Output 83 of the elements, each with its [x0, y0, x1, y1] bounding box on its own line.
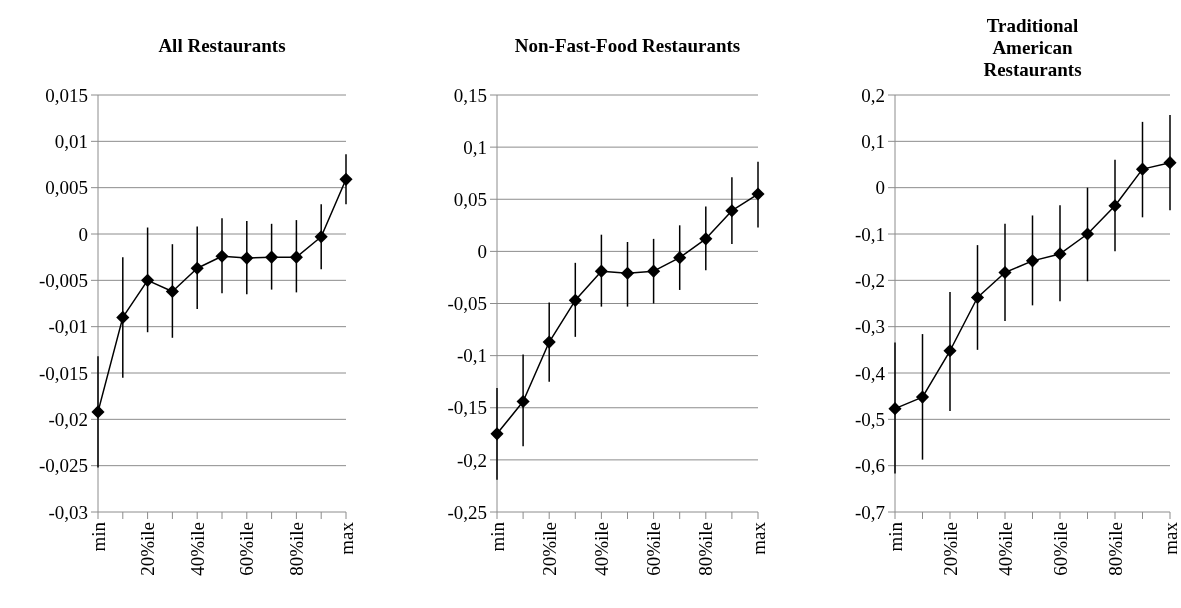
point — [1025, 254, 1040, 268]
point — [339, 172, 353, 186]
x-tick-label: 80%ile — [695, 522, 717, 576]
x-tick-label: 20%ile — [939, 522, 961, 576]
y-tick-label: -0,2 — [854, 269, 885, 291]
y-tick-label: -0,2 — [456, 449, 487, 471]
y-tick-label: -0,025 — [38, 455, 88, 477]
x-tick-label: 60%ile — [1049, 522, 1071, 576]
y-tick-label: 0,15 — [453, 84, 487, 106]
point — [943, 344, 957, 358]
x-tick-label: 20%ile — [137, 522, 159, 576]
point — [490, 427, 504, 441]
y-tick-label: 0,2 — [861, 84, 885, 106]
y-tick-label: -0,5 — [854, 408, 885, 430]
x-tick-label: 20%ile — [538, 522, 560, 576]
x-tick-label: max — [747, 521, 769, 555]
point — [751, 187, 765, 201]
y-tick-label: -0,02 — [48, 408, 88, 430]
point — [915, 390, 930, 404]
chart-title: Non-Fast-Food Restaurants — [514, 35, 741, 56]
point — [314, 230, 328, 244]
point — [165, 284, 179, 299]
y-tick-label: 0 — [78, 223, 88, 245]
y-tick-label: 0,01 — [54, 130, 88, 152]
point — [620, 266, 635, 280]
y-tick-label: -0,015 — [38, 362, 88, 384]
point — [1080, 227, 1095, 241]
y-tick-label: 0,1 — [861, 130, 885, 152]
y-tick-label: -0,05 — [447, 293, 487, 315]
point — [970, 290, 985, 305]
point — [888, 402, 902, 416]
point — [647, 264, 661, 278]
x-tick-label: max — [1159, 521, 1181, 555]
point — [594, 264, 608, 278]
point — [1135, 162, 1150, 176]
x-tick-label: 80%ile — [1104, 522, 1126, 576]
point — [265, 250, 279, 264]
y-tick-label: -0,7 — [854, 501, 885, 523]
x-tick-label: max — [335, 521, 357, 555]
y-tick-label: -0,4 — [854, 362, 886, 384]
point — [190, 261, 204, 275]
y-tick-label: -0,01 — [48, 316, 88, 338]
y-tick-label: 0,05 — [453, 188, 487, 210]
point — [141, 273, 155, 287]
y-tick-label: -0,1 — [854, 223, 885, 245]
chart-title: All Restaurants — [158, 35, 286, 56]
point — [542, 335, 556, 349]
point — [568, 293, 582, 307]
y-tick-label: -0,25 — [447, 501, 487, 523]
y-tick-label: 0 — [875, 177, 885, 199]
x-tick-label: 60%ile — [236, 522, 258, 576]
x-tick-label: min — [87, 521, 109, 552]
point — [1163, 156, 1177, 170]
point — [673, 251, 687, 265]
y-tick-label: 0,005 — [45, 177, 88, 199]
x-tick-label: min — [884, 521, 906, 552]
point — [998, 265, 1012, 280]
point — [1053, 247, 1067, 261]
y-tick-label: -0,15 — [447, 397, 487, 419]
point — [699, 232, 713, 246]
x-tick-label: 40%ile — [186, 522, 208, 576]
point — [240, 251, 254, 265]
y-tick-label: -0,3 — [854, 316, 885, 338]
point — [289, 250, 303, 264]
y-tick-label: -0,6 — [854, 455, 885, 477]
point — [116, 310, 130, 324]
point — [725, 204, 739, 218]
y-tick-label: -0,005 — [38, 269, 88, 291]
x-tick-label: min — [486, 521, 508, 552]
y-tick-label: -0,1 — [456, 345, 487, 367]
point — [516, 394, 530, 409]
x-tick-label: 40%ile — [591, 522, 613, 576]
point — [91, 405, 105, 419]
point — [1108, 199, 1122, 213]
y-tick-label: 0,1 — [463, 136, 487, 158]
x-tick-label: 40%ile — [994, 522, 1016, 576]
y-tick-label: 0 — [477, 241, 487, 263]
y-tick-label: -0,03 — [48, 501, 88, 523]
point — [215, 249, 229, 263]
chart-title: Traditional American Restaurants — [983, 15, 1082, 80]
x-tick-label: 80%ile — [286, 522, 308, 576]
y-tick-label: 0,015 — [45, 84, 88, 106]
x-tick-label: 60%ile — [643, 522, 665, 576]
